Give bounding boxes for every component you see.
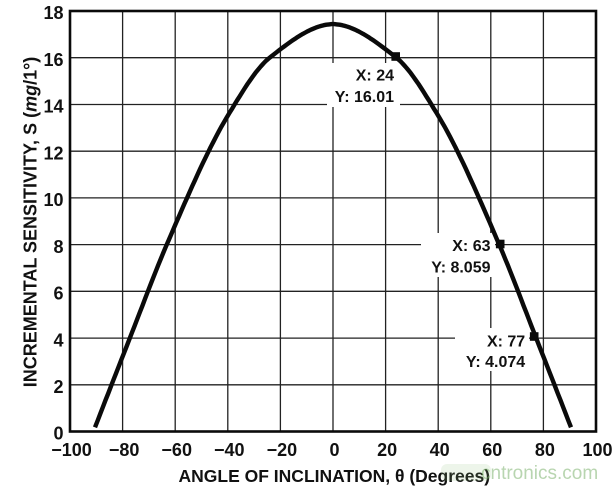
svg-text:cntronics.com: cntronics.com [481, 463, 598, 484]
svg-text:60: 60 [482, 440, 502, 460]
svg-text:X: 77: X: 77 [487, 333, 525, 350]
svg-text:10: 10 [43, 190, 63, 210]
svg-text:−40: −40 [214, 440, 245, 460]
svg-text:20: 20 [377, 440, 397, 460]
svg-text:INCREMENTAL SENSITIVITY, S (mg: INCREMENTAL SENSITIVITY, S (mg/1°) [21, 57, 41, 388]
svg-text:16: 16 [43, 50, 63, 70]
svg-text:Y: 8.059: Y: 8.059 [431, 260, 490, 277]
svg-text:ANGLE OF INCLINATION, θ (Degre: ANGLE OF INCLINATION, θ (Degrees) [179, 466, 491, 486]
svg-text:40: 40 [430, 440, 450, 460]
svg-text:2: 2 [53, 377, 63, 397]
svg-text:6: 6 [53, 284, 63, 304]
svg-text:14: 14 [43, 97, 63, 117]
svg-text:4: 4 [53, 330, 63, 350]
svg-text:−20: −20 [267, 440, 298, 460]
svg-text:−100: −100 [51, 440, 92, 460]
svg-text:100: 100 [582, 440, 612, 460]
svg-text:−60: −60 [161, 440, 192, 460]
svg-text:0: 0 [53, 424, 63, 444]
svg-text:Y: 16.01: Y: 16.01 [335, 89, 394, 106]
svg-text:X: 24: X: 24 [356, 68, 394, 85]
svg-text:12: 12 [43, 143, 63, 163]
svg-text:80: 80 [535, 440, 555, 460]
svg-text:8: 8 [53, 237, 63, 257]
svg-text:−80: −80 [109, 440, 140, 460]
svg-text:0: 0 [329, 440, 339, 460]
svg-text:Y: 4.074: Y: 4.074 [466, 354, 525, 371]
svg-text:X: 63: X: 63 [452, 238, 490, 255]
svg-text:18: 18 [43, 3, 63, 23]
